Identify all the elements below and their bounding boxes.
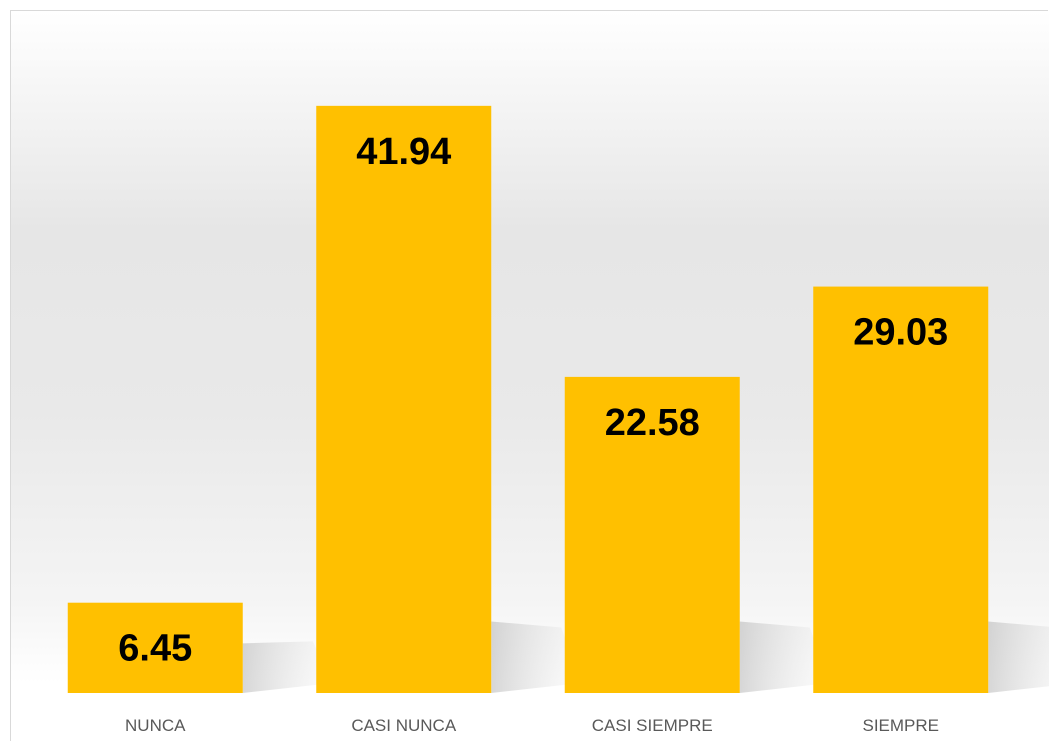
category-label: CASI NUNCA	[351, 716, 457, 735]
bar-shadows	[242, 621, 1049, 693]
bar-shadow	[988, 621, 1049, 693]
bar-shadow	[739, 621, 830, 693]
category-label: SIEMPRE	[862, 716, 939, 735]
bar-chart: 6.45 41.94 22.58 29.03 NUNCA CASI NUNCA CASI …	[11, 11, 1049, 742]
data-label: 6.45	[118, 628, 192, 670]
data-label: 22.58	[605, 402, 700, 444]
category-labels: NUNCA CASI NUNCA CASI SIEMPRE SIEMPRE	[125, 716, 939, 735]
category-label: NUNCA	[125, 716, 186, 735]
bar-siempre	[813, 286, 989, 693]
chart-frame: 6.45 41.94 22.58 29.03 NUNCA CASI NUNCA CASI …	[10, 10, 1049, 742]
bar-shadow	[242, 641, 333, 693]
bars	[67, 105, 989, 694]
bar-casi-siempre	[564, 376, 740, 693]
bar-nunca	[67, 602, 243, 693]
data-label: 29.03	[853, 312, 948, 354]
data-label: 41.94	[356, 131, 451, 173]
value-labels: 6.45 41.94 22.58 29.03	[118, 131, 948, 670]
bar-shadow	[491, 621, 582, 693]
category-label: CASI SIEMPRE	[592, 716, 713, 735]
bar-casi-nunca	[316, 105, 492, 694]
